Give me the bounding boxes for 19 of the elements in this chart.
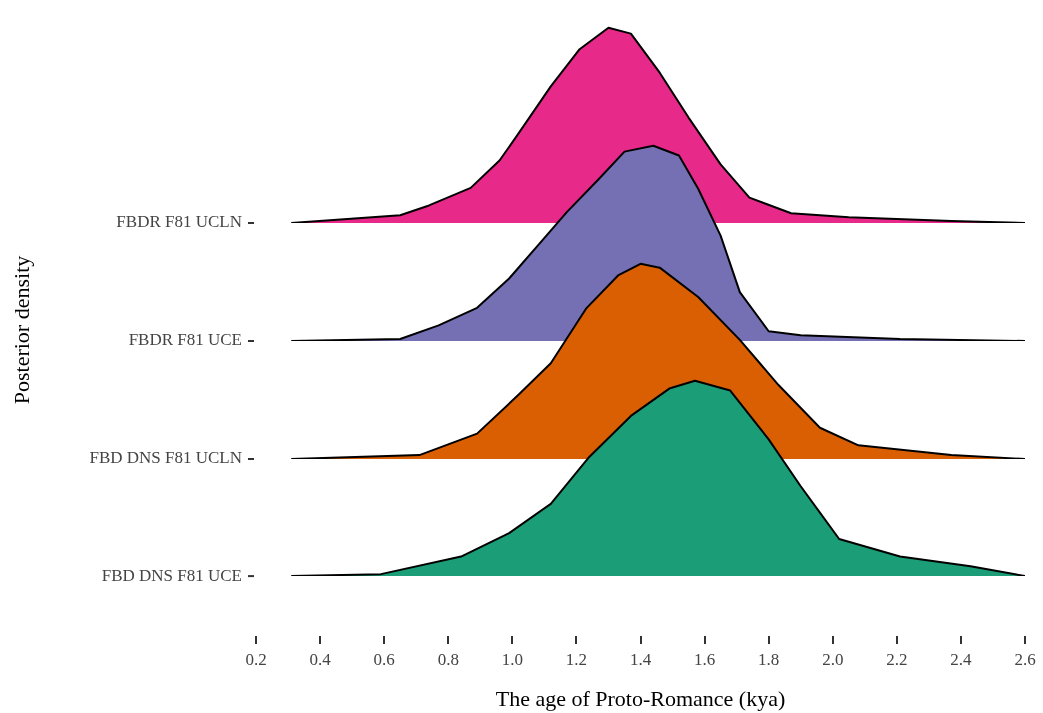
x-tick-label: 0.2 bbox=[245, 649, 267, 669]
x-tick-label: 1.6 bbox=[693, 649, 716, 669]
x-tick-label: 1.4 bbox=[629, 649, 652, 669]
x-tick-label: 1.8 bbox=[758, 649, 780, 669]
x-axis-title: The age of Proto-Romance (kya) bbox=[495, 685, 786, 711]
text: FBDR F81 UCLN bbox=[116, 212, 242, 232]
text: FBD DNS F81 UCE bbox=[101, 565, 242, 585]
text: FBDR F81 UCE bbox=[128, 330, 242, 350]
x-tick-label: 1.2 bbox=[565, 649, 588, 669]
x-tick-label: 2.6 bbox=[1014, 649, 1036, 669]
x-tick-label: 0.8 bbox=[437, 649, 459, 669]
x-tick-label: 2.0 bbox=[822, 649, 844, 669]
x-tick-label: 2.2 bbox=[886, 649, 908, 669]
x-tick-label: 0.4 bbox=[309, 649, 332, 669]
text: FBD DNS F81 UCLN bbox=[89, 448, 242, 468]
x-tick-label: 0.6 bbox=[373, 649, 395, 669]
x-tick-label: 1.0 bbox=[501, 649, 523, 669]
text: Posterior density bbox=[8, 255, 35, 405]
x-tick-label: 2.4 bbox=[950, 649, 973, 669]
